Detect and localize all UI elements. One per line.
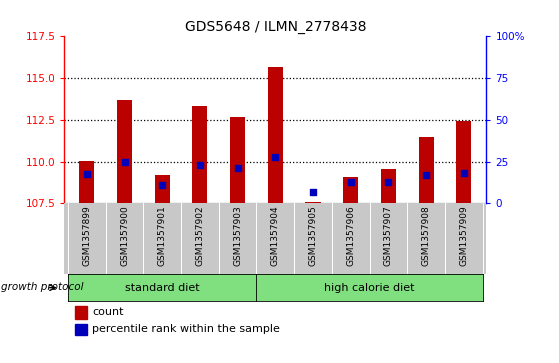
Bar xyxy=(343,176,358,203)
Text: GSM1357909: GSM1357909 xyxy=(459,205,468,266)
Bar xyxy=(155,175,170,203)
Text: GSM1357907: GSM1357907 xyxy=(384,205,393,266)
Text: standard diet: standard diet xyxy=(125,283,200,293)
Bar xyxy=(192,106,207,203)
Text: GSM1357903: GSM1357903 xyxy=(233,205,242,266)
Bar xyxy=(305,201,320,203)
Point xyxy=(421,172,430,178)
Text: GSM1357905: GSM1357905 xyxy=(309,205,318,266)
Bar xyxy=(75,324,87,335)
Bar xyxy=(75,306,87,319)
Bar xyxy=(230,117,245,203)
Point xyxy=(271,154,280,159)
Text: GSM1357900: GSM1357900 xyxy=(120,205,129,266)
Text: high calorie diet: high calorie diet xyxy=(324,283,415,293)
Text: GSM1357901: GSM1357901 xyxy=(158,205,167,266)
Text: count: count xyxy=(92,307,124,317)
Bar xyxy=(456,122,471,203)
Point xyxy=(346,179,355,185)
Point xyxy=(120,159,129,164)
Text: GSM1357899: GSM1357899 xyxy=(82,205,91,266)
Text: GSM1357902: GSM1357902 xyxy=(196,205,205,266)
Text: GSM1357908: GSM1357908 xyxy=(421,205,430,266)
Bar xyxy=(117,100,132,203)
Point xyxy=(233,165,242,171)
Point xyxy=(459,170,468,176)
Bar xyxy=(268,67,283,203)
Bar xyxy=(79,161,94,203)
Point xyxy=(196,162,205,168)
Bar xyxy=(419,137,434,203)
Text: GSM1357904: GSM1357904 xyxy=(271,205,280,266)
Point xyxy=(82,171,91,176)
Text: GSM1357906: GSM1357906 xyxy=(346,205,355,266)
Point xyxy=(309,189,318,195)
Text: percentile rank within the sample: percentile rank within the sample xyxy=(92,324,280,334)
Text: growth protocol: growth protocol xyxy=(1,282,84,292)
Bar xyxy=(381,169,396,203)
Point xyxy=(384,179,393,185)
Point xyxy=(158,182,167,188)
Title: GDS5648 / ILMN_2778438: GDS5648 / ILMN_2778438 xyxy=(184,20,366,34)
